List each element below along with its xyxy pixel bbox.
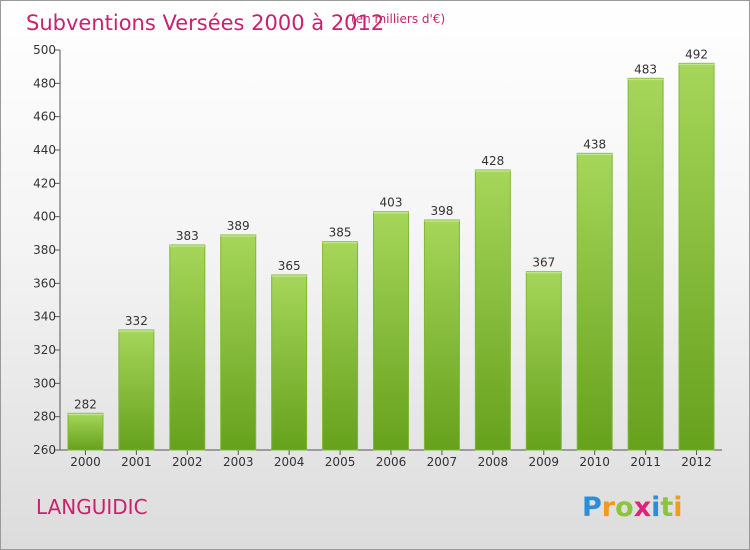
- y-tick-label: 260: [33, 443, 56, 457]
- y-tick-label: 440: [33, 143, 56, 157]
- chart-title: Subventions Versées 2000 à 2012: [26, 11, 384, 35]
- value-label-2000: 282: [74, 397, 97, 411]
- logo-letter: t: [660, 492, 673, 523]
- bar-2006: [373, 211, 409, 451]
- value-label-2003: 389: [227, 219, 250, 233]
- bar-2003: [220, 234, 257, 451]
- y-tick-label: 460: [33, 110, 56, 124]
- value-label-2001: 332: [125, 314, 148, 328]
- logo-letter: r: [602, 492, 616, 523]
- logo-letter: x: [634, 492, 651, 523]
- y-tick-label: 420: [33, 176, 56, 190]
- bar-2009: [525, 271, 562, 451]
- value-label-2004: 365: [278, 259, 301, 273]
- x-tick-label-2004: 2004: [274, 455, 305, 469]
- bar-2001: [118, 329, 155, 451]
- axes: 260 280 300 320 340 360 380 400 420 440 460 480 500 2…: [33, 43, 722, 469]
- y-tick-label: 300: [33, 376, 56, 390]
- x-tick-label-2012: 2012: [681, 455, 712, 469]
- bar-2012: [678, 62, 715, 451]
- chart-subtitle: (en milliers d'€): [351, 12, 445, 26]
- y-tick-label: 320: [33, 343, 56, 357]
- bar-2007: [423, 219, 460, 451]
- bar-2000: [67, 412, 104, 451]
- value-label-2010: 438: [583, 137, 606, 151]
- x-tick-label-2010: 2010: [579, 455, 610, 469]
- value-label-2006: 403: [380, 196, 403, 210]
- y-tick-label: 360: [33, 276, 56, 290]
- y-tick-label: 500: [33, 43, 56, 57]
- y-tick-label: 480: [33, 76, 56, 90]
- bars: 282 332 383 389 365 385 403 398 428 367 438 483 492: [67, 47, 715, 451]
- y-tick-label: 280: [33, 410, 56, 424]
- value-label-2009: 367: [532, 256, 555, 270]
- x-tick-label-2011: 2011: [630, 455, 661, 469]
- bar-2004: [271, 274, 308, 451]
- value-label-2011: 483: [634, 62, 657, 76]
- value-label-2002: 383: [176, 229, 199, 243]
- x-tick-label-2009: 2009: [528, 455, 559, 469]
- x-tick-label-2002: 2002: [172, 455, 203, 469]
- proxiti-logo: Proxiti: [582, 492, 683, 523]
- x-tick-label-2008: 2008: [478, 455, 509, 469]
- value-label-2007: 398: [430, 204, 453, 218]
- value-label-2008: 428: [481, 154, 504, 168]
- value-label-2012: 492: [685, 47, 708, 61]
- logo-letter: o: [615, 492, 634, 523]
- y-tick-label: 340: [33, 310, 56, 324]
- x-tick-label-2001: 2001: [121, 455, 152, 469]
- bar-2008: [474, 169, 511, 451]
- y-tick-label: 380: [33, 243, 56, 257]
- logo-letter: i: [651, 492, 660, 523]
- y-tick-label: 400: [33, 210, 56, 224]
- x-tick-label-2007: 2007: [427, 455, 458, 469]
- value-label-2005: 385: [329, 226, 352, 240]
- bar-2002: [169, 244, 206, 451]
- bar-2010: [576, 152, 613, 451]
- x-tick-label-2006: 2006: [376, 455, 407, 469]
- x-tick-label-2000: 2000: [70, 455, 101, 469]
- bar-2005: [322, 241, 359, 451]
- logo-letter: P: [582, 492, 602, 523]
- logo-letter: i: [673, 492, 682, 523]
- bar-2011: [627, 77, 664, 451]
- commune-name: LANGUIDIC: [36, 495, 148, 519]
- x-tick-label-2005: 2005: [325, 455, 356, 469]
- x-tick-label-2003: 2003: [223, 455, 254, 469]
